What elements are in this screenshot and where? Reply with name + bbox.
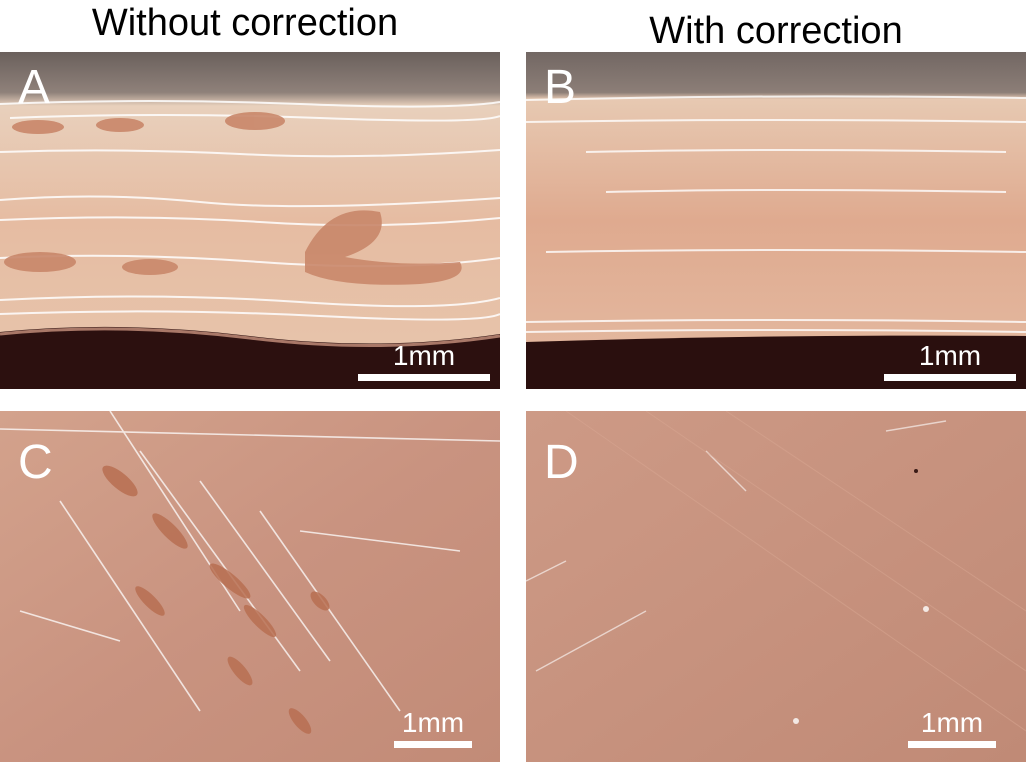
photo-b	[526, 52, 1026, 389]
scale-label: 1mm	[392, 340, 456, 371]
scale-line	[394, 741, 472, 748]
panel-a-cross-section-without-correction: A 1mm	[0, 52, 500, 389]
photo-d	[526, 411, 1026, 762]
scale-label: 1mm	[918, 340, 982, 371]
column-title-with-correction: With correction	[649, 10, 903, 52]
scale-bar: 1mm	[884, 342, 1016, 381]
panel-letter: D	[544, 436, 579, 489]
scale-line	[908, 741, 996, 748]
scale-line	[358, 374, 490, 381]
scale-line	[884, 374, 1016, 381]
panel-d-surface-with-correction: D 1mm	[526, 411, 1026, 762]
photo-c	[0, 411, 500, 762]
panel-letter: B	[544, 61, 577, 114]
panel-c-surface-without-correction: C 1mm	[0, 411, 500, 762]
scale-label: 1mm	[401, 707, 465, 738]
photo-a	[0, 52, 500, 389]
panel-letter: C	[18, 436, 53, 489]
column-title-without-correction: Without correction	[91, 2, 399, 44]
scale-bar: 1mm	[358, 342, 490, 381]
scale-bar: 1mm	[394, 709, 472, 748]
panel-letter: A	[18, 61, 51, 114]
scale-bar: 1mm	[908, 709, 996, 748]
panel-b-cross-section-with-correction: B 1mm	[526, 52, 1026, 389]
scale-label: 1mm	[920, 707, 984, 738]
